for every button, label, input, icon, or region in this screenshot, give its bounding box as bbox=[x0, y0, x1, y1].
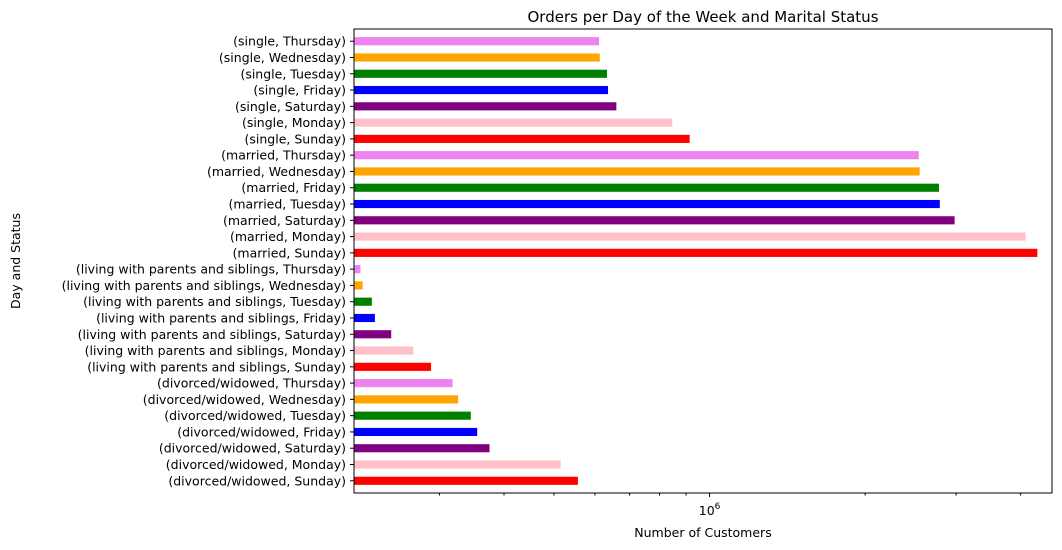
bar bbox=[354, 53, 600, 62]
bar bbox=[354, 265, 361, 274]
y-tick-label: (living with parents and siblings, Wedne… bbox=[62, 278, 346, 293]
bars-group bbox=[354, 37, 1038, 485]
bar bbox=[354, 313, 375, 323]
y-tick-label: (single, Monday) bbox=[242, 115, 346, 130]
y-tick-label: (divorced/widowed, Saturday) bbox=[159, 441, 346, 456]
bar bbox=[354, 85, 609, 95]
bar bbox=[354, 118, 673, 127]
y-tick-label: (married, Monday) bbox=[230, 229, 346, 244]
y-tick-label: (single, Tuesday) bbox=[240, 66, 346, 81]
y-tick-label: (single, Sunday) bbox=[245, 131, 346, 146]
y-tick-label: (living with parents and siblings, Satur… bbox=[78, 327, 346, 342]
y-tick-label: (divorced/widowed, Wednesday) bbox=[143, 392, 346, 407]
y-tick-label: (married, Wednesday) bbox=[207, 164, 346, 179]
bar bbox=[354, 460, 561, 469]
y-tick-label: (single, Wednesday) bbox=[219, 50, 346, 65]
y-tick-label: (living with parents and siblings, Frida… bbox=[96, 310, 346, 325]
bar bbox=[354, 183, 940, 192]
y-tick-label: (divorced/widowed, Thursday) bbox=[157, 376, 346, 391]
bar bbox=[354, 297, 372, 306]
bar bbox=[354, 37, 600, 46]
bar bbox=[354, 444, 490, 453]
y-tick-label: (divorced/widowed, Friday) bbox=[177, 424, 346, 439]
y-tick-label: (married, Friday) bbox=[241, 180, 346, 195]
y-tick-label: (married, Thursday) bbox=[221, 148, 346, 163]
x-ticks: 106 bbox=[438, 493, 1022, 518]
y-tick-label: (divorced/widowed, Tuesday) bbox=[164, 408, 346, 423]
plot-frame bbox=[353, 28, 1053, 494]
bar bbox=[354, 281, 363, 290]
y-tick-label: (single, Saturday) bbox=[235, 99, 346, 114]
y-axis-title: Day and Status bbox=[8, 213, 23, 309]
y-tick-label: (living with parents and siblings, Sunda… bbox=[87, 359, 346, 374]
y-tick-label: (living with parents and siblings, Monda… bbox=[85, 343, 346, 358]
bar bbox=[354, 427, 478, 437]
bar bbox=[354, 395, 459, 404]
y-tick-label: (married, Sunday) bbox=[233, 245, 346, 260]
bar bbox=[354, 167, 920, 176]
y-tick-label: (divorced/widowed, Sunday) bbox=[168, 473, 346, 488]
x-axis-title: Number of Customers bbox=[634, 525, 771, 540]
bar bbox=[354, 232, 1026, 241]
bar bbox=[354, 216, 955, 225]
y-tick-label: (married, Tuesday) bbox=[228, 197, 346, 212]
bar bbox=[354, 102, 617, 111]
y-tick-label: (single, Thursday) bbox=[233, 34, 346, 49]
y-tick-labels: (divorced/widowed, Sunday)(divorced/wido… bbox=[62, 34, 354, 488]
chart-title: Orders per Day of the Week and Marital S… bbox=[527, 8, 878, 26]
bar bbox=[354, 379, 453, 388]
bar bbox=[354, 411, 471, 420]
bar bbox=[354, 362, 432, 371]
bar bbox=[354, 151, 919, 160]
y-tick-label: (living with parents and siblings, Tuesd… bbox=[83, 294, 346, 309]
bar bbox=[354, 330, 392, 339]
bar bbox=[354, 346, 414, 355]
x-tick-label: 106 bbox=[699, 502, 721, 518]
y-tick-label: (living with parents and siblings, Thurs… bbox=[76, 262, 346, 277]
bar bbox=[354, 476, 578, 485]
bar bbox=[354, 69, 607, 78]
y-tick-label: (single, Friday) bbox=[253, 83, 346, 98]
bar bbox=[354, 134, 690, 143]
bar bbox=[354, 199, 940, 209]
y-tick-label: (married, Saturday) bbox=[223, 213, 346, 228]
y-tick-label: (divorced/widowed, Monday) bbox=[166, 457, 346, 472]
bar bbox=[354, 248, 1038, 257]
